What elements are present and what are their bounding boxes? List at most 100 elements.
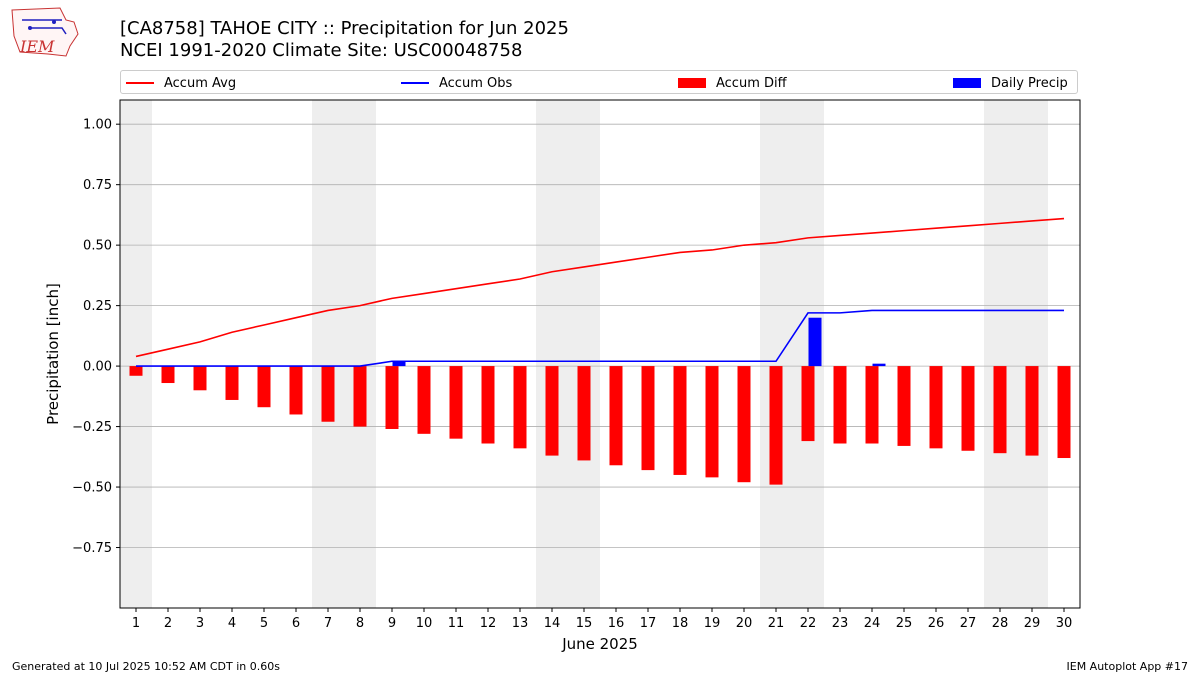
diff-bar	[417, 366, 431, 434]
weekend-shade	[984, 100, 1016, 608]
diff-bar	[449, 366, 463, 439]
x-tick-label: 11	[448, 616, 465, 631]
y-tick-label: 1.00	[83, 118, 112, 133]
x-tick-label: 9	[388, 616, 396, 631]
chart-subtitle: NCEI 1991-2020 Climate Site: USC00048758	[120, 40, 523, 61]
x-tick-label: 29	[1024, 616, 1041, 631]
diff-bar	[737, 366, 751, 483]
weekend-shade	[760, 100, 792, 608]
x-tick-label: 16	[608, 616, 625, 631]
legend-swatch-daily-precip	[953, 78, 981, 88]
diff-bar	[641, 366, 655, 471]
legend-item-accum-obs: Accum Obs	[401, 74, 512, 92]
x-tick-label: 6	[292, 616, 300, 631]
legend-item-accum-avg: Accum Avg	[126, 74, 236, 92]
x-tick-label: 19	[704, 616, 721, 631]
footer-app-text: IEM Autoplot App #17	[1066, 660, 1189, 673]
chart-title: [CA8758] TAHOE CITY :: Precipitation for…	[120, 18, 569, 39]
y-tick-label: 0.50	[83, 239, 112, 254]
legend-swatch-accum-diff	[678, 78, 706, 88]
y-tick-label: −0.25	[72, 420, 112, 435]
x-tick-label: 22	[800, 616, 817, 631]
x-tick-label: 2	[164, 616, 172, 631]
weekend-shade	[568, 100, 600, 608]
diff-bar	[801, 366, 815, 442]
diff-bar	[385, 366, 399, 429]
accum-obs-line	[136, 309, 1064, 367]
x-tick-label: 14	[544, 616, 561, 631]
y-tick-label: 0.25	[83, 299, 112, 314]
diff-bar	[993, 366, 1007, 454]
diff-bar	[577, 366, 591, 461]
legend-label-accum-diff: Accum Diff	[716, 75, 787, 91]
daily-precip-bar	[808, 317, 822, 367]
diff-bar	[225, 366, 239, 400]
diff-bar	[321, 366, 335, 422]
y-tick-label: 0.00	[83, 360, 112, 375]
diff-bar	[769, 366, 783, 485]
diff-bar	[129, 366, 143, 376]
y-axis-label: Precipitation [inch]	[44, 283, 62, 425]
diff-bar	[833, 366, 847, 444]
x-tick-label: 21	[768, 616, 785, 631]
x-tick-label: 23	[832, 616, 849, 631]
plot-frame	[119, 99, 1081, 609]
daily-precip-bar	[872, 363, 886, 367]
chart-legend: Accum Avg Accum Obs Accum Diff Daily Pre…	[120, 70, 1078, 94]
x-tick-label: 1	[132, 616, 140, 631]
x-tick-label: 27	[960, 616, 977, 631]
x-tick-label: 10	[416, 616, 433, 631]
diff-bar	[1057, 366, 1071, 459]
legend-label-accum-obs: Accum Obs	[439, 75, 513, 91]
legend-label-accum-avg: Accum Avg	[164, 75, 237, 91]
x-axis-label: June 2025	[561, 635, 638, 653]
y-tick-label: −0.50	[72, 481, 112, 496]
diff-bar	[897, 366, 911, 446]
diff-bar	[545, 366, 559, 456]
footer-generated-text: Generated at 10 Jul 2025 10:52 AM CDT in…	[12, 660, 280, 673]
x-tick-label: 20	[736, 616, 753, 631]
diff-bar	[289, 366, 303, 415]
diff-bar	[929, 366, 943, 449]
x-tick-label: 30	[1056, 616, 1073, 631]
x-tick-label: 15	[576, 616, 593, 631]
diff-bar	[193, 366, 207, 391]
diff-bar	[865, 366, 879, 444]
diff-bar	[705, 366, 719, 478]
accum-avg-line	[135, 217, 1065, 358]
x-tick-label: 28	[992, 616, 1009, 631]
x-tick-label: 12	[480, 616, 497, 631]
diff-bar	[353, 366, 367, 427]
diff-bar	[161, 366, 175, 384]
diff-bar	[257, 366, 271, 408]
daily-precip-bar	[392, 361, 406, 367]
x-tick-label: 17	[640, 616, 657, 631]
x-tick-label: 7	[324, 616, 332, 631]
x-tick-label: 8	[356, 616, 364, 631]
x-tick-label: 4	[228, 616, 236, 631]
diff-bar	[513, 366, 527, 449]
diff-bar	[481, 366, 495, 444]
legend-swatch-accum-avg	[126, 82, 154, 84]
x-tick-label: 25	[896, 616, 913, 631]
diff-bar	[609, 366, 623, 466]
x-tick-label: 24	[864, 616, 881, 631]
y-tick-label: −0.75	[72, 541, 112, 556]
svg-text:IEM: IEM	[19, 37, 55, 56]
diff-bar	[961, 366, 975, 451]
weekend-shade	[344, 100, 376, 608]
x-tick-label: 26	[928, 616, 945, 631]
legend-item-accum-diff: Accum Diff	[678, 74, 787, 92]
diff-bar	[673, 366, 687, 475]
x-tick-label: 3	[196, 616, 204, 631]
legend-swatch-accum-obs	[401, 82, 429, 84]
x-tick-label: 5	[260, 616, 268, 631]
iem-logo: IEM	[11, 7, 79, 57]
x-tick-label: 13	[512, 616, 529, 631]
x-tick-label: 18	[672, 616, 689, 631]
legend-label-daily-precip: Daily Precip	[991, 75, 1068, 91]
diff-bar	[1025, 366, 1039, 456]
weekend-shade	[536, 100, 568, 608]
weekend-shade	[312, 100, 344, 608]
